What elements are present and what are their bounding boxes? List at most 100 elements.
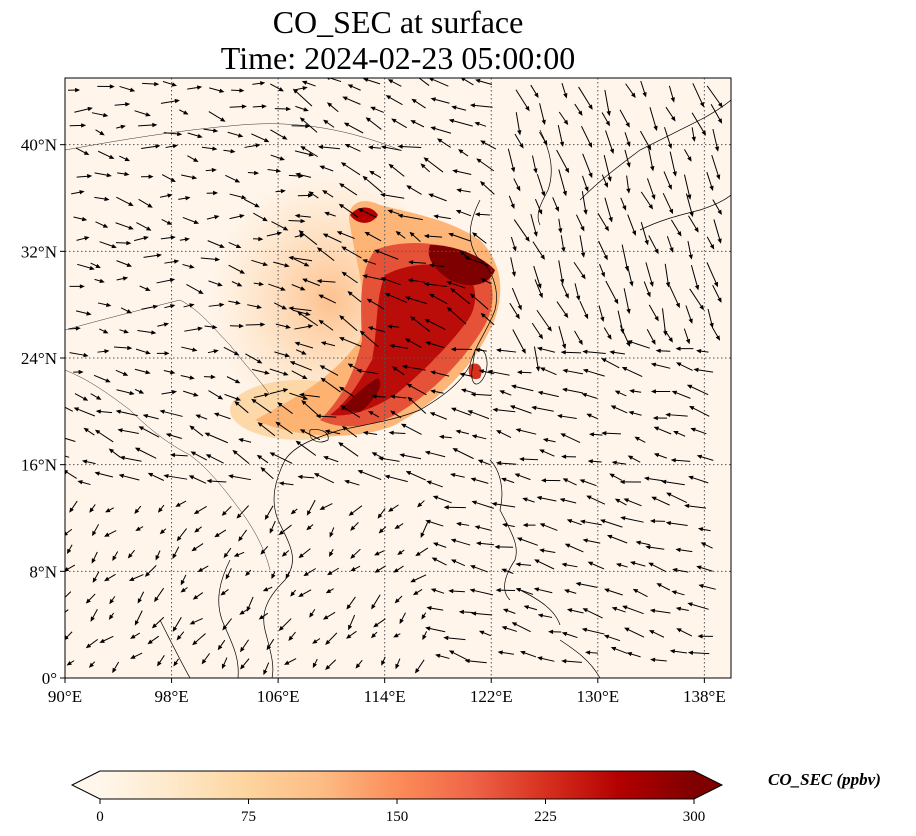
wind-arrow (710, 103, 723, 124)
wind-arrow (181, 174, 198, 180)
wind-arrow (104, 573, 116, 582)
wind-arrow (391, 366, 405, 376)
wind-arrow (623, 498, 642, 507)
wind-arrow (540, 478, 561, 483)
wind-arrow (373, 618, 386, 628)
wind-arrow (470, 565, 488, 573)
wind-arrow (630, 561, 646, 567)
wind-arrow (696, 348, 709, 354)
wind-arrow (201, 653, 211, 665)
wind-arrow (487, 369, 510, 376)
wind-arrow (180, 574, 187, 586)
wind-arrow (474, 212, 490, 217)
wind-arrow (317, 144, 341, 150)
wind-arrow (711, 154, 721, 180)
wind-arrow (539, 131, 548, 146)
wind-arrow (165, 433, 182, 440)
wind-arrow (223, 346, 240, 356)
wind-arrow (492, 407, 516, 413)
wind-arrow (99, 328, 109, 334)
wind-arrow (99, 241, 117, 249)
border-myanmar (65, 369, 191, 456)
wind-arrow (431, 557, 447, 566)
wind-arrow (428, 78, 449, 87)
wind-arrow (475, 78, 493, 85)
wind-arrow (108, 448, 121, 458)
wind-arrow (298, 548, 311, 559)
wind-arrow (601, 112, 611, 127)
wind-arrow (531, 322, 544, 340)
wind-arrow (206, 478, 227, 484)
wind-arrow (325, 588, 334, 594)
wind-arrow (450, 287, 471, 305)
wind-arrow (209, 87, 225, 93)
wind-arrow (119, 329, 129, 334)
wind-arrow (309, 609, 316, 618)
wind-arrow (495, 460, 517, 466)
wind-arrow (77, 480, 91, 486)
wind-arrow (246, 596, 254, 612)
wind-arrow (329, 548, 334, 557)
wind-arrow (188, 475, 207, 484)
wind-arrow (275, 188, 286, 194)
wind-arrow (347, 84, 361, 91)
wind-arrow (340, 162, 361, 176)
wind-arrow (182, 216, 200, 224)
wind-arrow (626, 175, 631, 194)
wind-arrow (300, 145, 318, 158)
wind-arrow (424, 319, 446, 330)
wind-arrow (227, 131, 244, 138)
wind-arrow (409, 231, 421, 243)
wind-arrow (477, 459, 491, 466)
wind-arrow (374, 249, 399, 260)
wind-arrow (116, 389, 135, 396)
wind-arrow (348, 614, 356, 631)
wind-arrow (156, 351, 170, 356)
wind-arrow (245, 353, 263, 364)
wind-arrow (134, 388, 145, 394)
wind-arrow (690, 265, 700, 291)
wind-arrow (187, 85, 203, 90)
wind-arrow (650, 389, 671, 394)
wind-arrow (622, 605, 644, 615)
wind-arrow (650, 657, 667, 663)
wind-arrow (130, 632, 141, 639)
wind-arrow (73, 369, 84, 375)
wind-arrow (234, 400, 249, 414)
border-mongolia (65, 123, 401, 151)
wind-arrow (91, 551, 98, 564)
wind-arrow (542, 438, 556, 443)
wind-arrow (316, 278, 336, 284)
wind-arrow (404, 338, 422, 348)
wind-arrow (421, 612, 427, 620)
wind-arrow (691, 127, 696, 142)
wind-arrow (163, 131, 183, 137)
japan-coastline (639, 194, 731, 231)
wind-arrow (147, 472, 164, 481)
wind-arrow (552, 197, 559, 212)
wind-arrow (537, 390, 559, 398)
wind-arrow (112, 551, 119, 562)
wind-arrow (130, 652, 143, 659)
wind-arrow (662, 193, 674, 215)
wind-arrow (164, 259, 180, 264)
wind-arrow (142, 81, 160, 87)
wind-arrow (516, 370, 532, 375)
wind-arrow (534, 279, 543, 299)
wind-arrow (316, 247, 335, 262)
wind-arrow (68, 326, 81, 331)
wind-arrow (278, 481, 294, 486)
wind-arrow (397, 213, 423, 221)
wind-arrow (394, 523, 404, 530)
wind-arrow (645, 262, 654, 287)
wind-arrow (463, 256, 489, 266)
wind-arrow (601, 431, 621, 436)
wind-arrow (299, 429, 321, 441)
wind-arrow (599, 264, 605, 278)
wind-arrow (515, 562, 532, 567)
wind-arrow (698, 584, 716, 590)
colorbar-tick-label: 0 (96, 809, 104, 825)
wind-arrow (425, 519, 444, 527)
wind-arrow (347, 363, 361, 371)
wind-arrow (407, 396, 427, 414)
